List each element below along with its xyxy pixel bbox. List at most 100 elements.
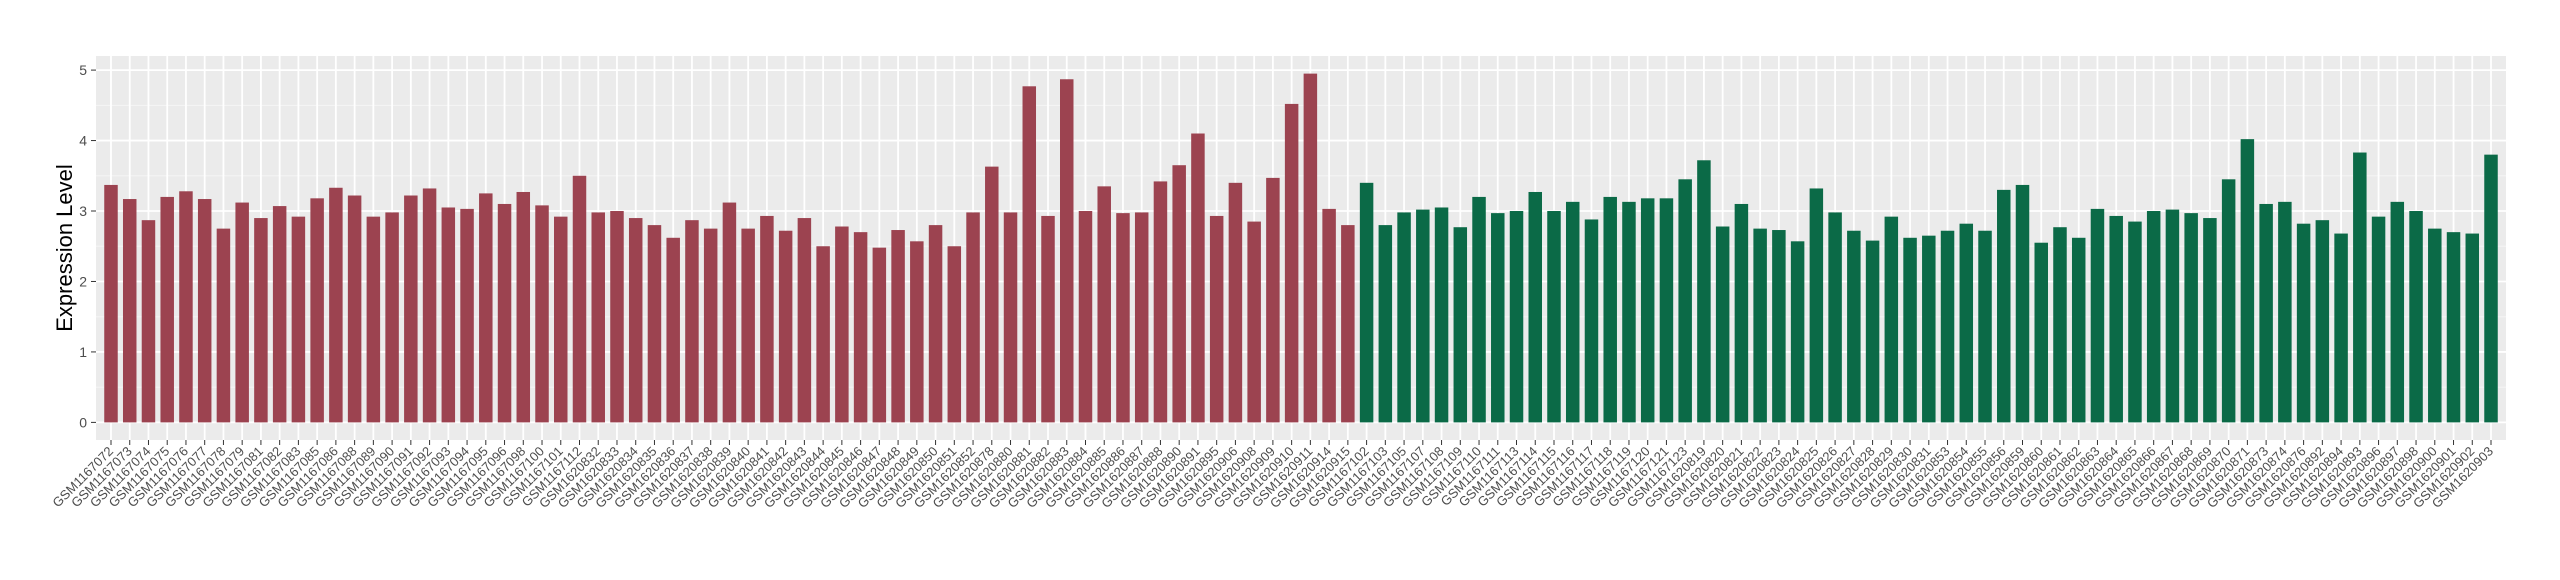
bar — [628, 218, 643, 423]
bar — [1847, 230, 1861, 423]
bar — [1547, 211, 1561, 423]
bar — [1303, 73, 1318, 423]
bar — [2465, 233, 2480, 423]
bar — [760, 215, 774, 423]
bar — [422, 188, 437, 423]
bar — [347, 195, 362, 423]
bar — [2109, 215, 2123, 423]
bar — [1809, 188, 1824, 423]
bar — [2128, 221, 2142, 423]
bar — [1472, 196, 1486, 423]
bar — [685, 220, 699, 423]
bar — [1790, 241, 1805, 423]
bar — [2071, 237, 2086, 423]
bar — [1903, 237, 1917, 423]
y-tick-label: 5 — [79, 62, 87, 78]
bar — [329, 187, 343, 423]
bar — [2203, 218, 2217, 423]
bar — [1397, 212, 1411, 423]
bar — [554, 216, 568, 423]
bar — [1884, 216, 1899, 423]
bar — [1097, 186, 1111, 423]
bar — [722, 202, 737, 423]
bar — [404, 195, 418, 423]
bar — [1134, 212, 1149, 423]
bar — [985, 166, 999, 423]
bar — [516, 191, 531, 423]
bar — [947, 246, 962, 423]
y-tick-label: 1 — [79, 344, 87, 360]
y-tick-label: 4 — [79, 133, 87, 149]
bar — [1528, 191, 1542, 423]
bar — [2053, 227, 2067, 423]
bar — [1828, 212, 1842, 423]
bar — [610, 211, 624, 423]
bar — [2240, 139, 2255, 423]
bar — [1697, 160, 1711, 423]
bar — [2315, 220, 2330, 423]
bar — [647, 225, 662, 423]
bar — [235, 202, 249, 423]
bar — [835, 226, 849, 423]
bar — [141, 220, 156, 423]
bar — [1959, 223, 1974, 423]
bar — [872, 247, 887, 423]
bar — [497, 203, 512, 423]
bar — [216, 228, 231, 423]
bar — [1022, 86, 1037, 423]
bar — [966, 212, 980, 423]
bar — [1041, 215, 1055, 423]
bar — [1865, 240, 1880, 423]
y-axis-label: Expression Level — [52, 164, 77, 332]
bar — [1003, 212, 1018, 423]
bar — [1322, 208, 1336, 423]
bar — [179, 191, 193, 423]
bar — [1116, 213, 1130, 423]
bar — [1772, 230, 1786, 423]
bar — [1640, 198, 1655, 423]
bar — [2296, 223, 2311, 423]
bar — [2221, 179, 2236, 423]
bar — [1753, 228, 1767, 423]
bar — [1228, 182, 1243, 423]
bar — [1191, 133, 1205, 423]
bar — [1565, 201, 1580, 423]
bar — [1153, 181, 1168, 423]
bar — [2390, 201, 2405, 423]
bar — [2278, 201, 2292, 423]
bar — [1715, 226, 1730, 423]
bar — [1078, 211, 1093, 423]
bar — [703, 228, 718, 423]
bar — [2146, 211, 2161, 423]
bar — [1416, 209, 1430, 423]
bar — [1378, 225, 1393, 423]
bar — [310, 198, 324, 423]
bar — [1922, 235, 1936, 423]
bar — [1491, 213, 1505, 423]
bar — [910, 241, 924, 423]
bar — [2184, 213, 2198, 423]
bar — [1940, 230, 1955, 423]
bar — [2165, 209, 2180, 423]
bar — [1603, 196, 1617, 423]
y-tick-label: 0 — [79, 414, 87, 430]
bar — [2259, 203, 2273, 423]
bar — [1622, 201, 1636, 423]
bar — [1284, 103, 1299, 423]
bar — [254, 218, 268, 423]
bar — [853, 232, 868, 423]
bar — [2034, 242, 2048, 423]
bar — [1266, 177, 1280, 423]
bar — [1678, 179, 1692, 423]
bar — [272, 206, 287, 423]
bar — [2334, 233, 2348, 423]
bar — [122, 199, 137, 423]
bar — [385, 212, 399, 423]
bar — [572, 175, 587, 423]
y-tick-label: 3 — [79, 203, 87, 219]
bar — [778, 230, 793, 423]
bar — [1584, 219, 1599, 423]
bar — [1209, 215, 1224, 423]
bar — [1172, 165, 1186, 423]
bar — [2090, 208, 2105, 423]
